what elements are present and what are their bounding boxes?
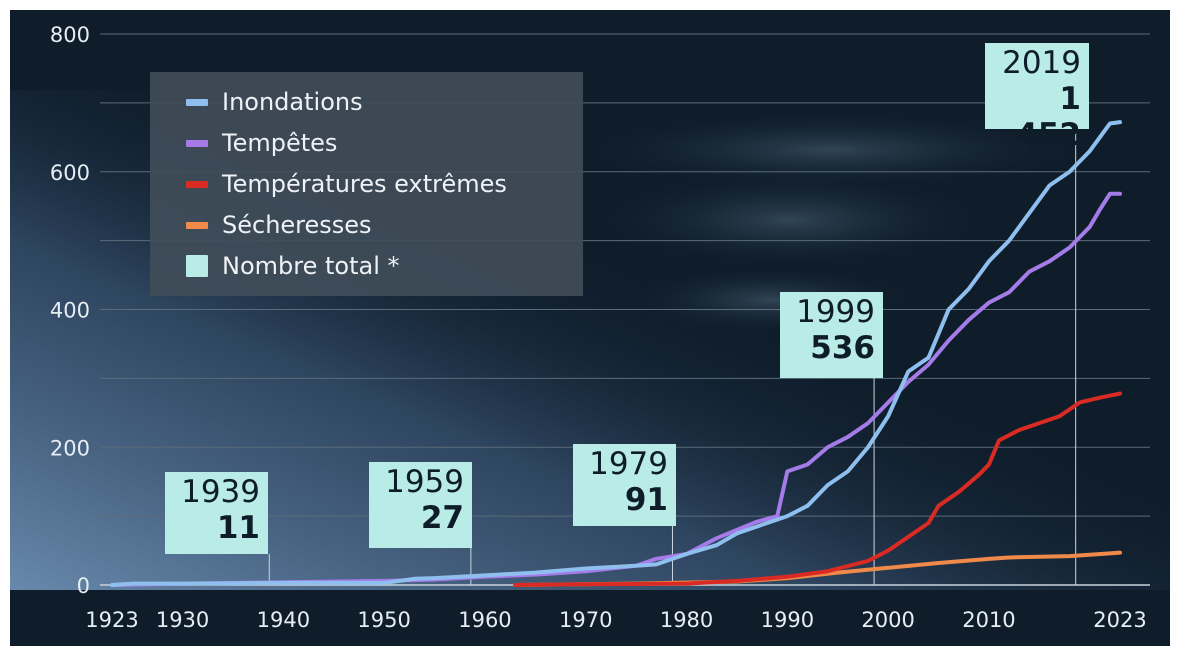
legend-swatch-icon bbox=[186, 98, 208, 106]
annotation-1959: 1959 27 bbox=[369, 462, 472, 548]
legend-swatch-icon bbox=[186, 139, 208, 147]
x-tick-label: 1923 bbox=[85, 608, 138, 632]
legend-item-tempetes: Tempêtes bbox=[186, 123, 337, 163]
chart: 1923 1930 1940 1950 1960 1970 1980 1990 2000 2010… bbox=[10, 10, 1170, 646]
x-tick-label: 1950 bbox=[357, 608, 410, 632]
y-tick-label: 600 bbox=[50, 161, 90, 185]
x-tick-label: 1970 bbox=[559, 608, 612, 632]
annotation-year: 2019 bbox=[1002, 45, 1081, 81]
annotation-total: 536 bbox=[810, 330, 875, 366]
series bbox=[110, 120, 1122, 587]
y-axis: 0 200 400 600 800 bbox=[50, 23, 90, 598]
x-tick-label: 2000 bbox=[861, 608, 914, 632]
legend-label: Tempêtes bbox=[222, 129, 338, 157]
annotation-total: 91 bbox=[624, 482, 668, 518]
x-axis: 1923 1930 1940 1950 1960 1970 1980 1990 2000 2010… bbox=[85, 608, 1146, 632]
annotation-year: 1959 bbox=[385, 464, 464, 500]
annotation-1939: 1939 11 bbox=[165, 472, 268, 554]
legend-label: Inondations bbox=[222, 88, 363, 116]
x-tick-label: 1980 bbox=[660, 608, 713, 632]
legend-item-total: Nombre total * bbox=[186, 246, 400, 286]
annotation-year: 1939 bbox=[181, 474, 260, 510]
x-tick-label: 2023 bbox=[1093, 608, 1146, 632]
legend-item-secheresses: Sécheresses bbox=[186, 205, 372, 245]
legend-swatch-icon bbox=[186, 180, 208, 188]
annotation-total: 1 452 bbox=[1016, 81, 1081, 153]
x-tick-label: 1960 bbox=[458, 608, 511, 632]
x-tick-label: 1940 bbox=[257, 608, 310, 632]
legend-label: Sécheresses bbox=[222, 211, 372, 239]
legend-label: Nombre total * bbox=[222, 252, 400, 280]
y-tick-label: 400 bbox=[50, 299, 90, 323]
y-tick-label: 0 bbox=[77, 574, 90, 598]
legend-swatch-icon bbox=[186, 221, 208, 229]
annotation-total: 11 bbox=[216, 510, 260, 546]
y-tick-label: 800 bbox=[50, 23, 90, 47]
y-tick-label: 200 bbox=[50, 436, 90, 460]
legend: Inondations Tempêtes Températures extrêm… bbox=[150, 72, 583, 296]
annotation-1999: 1999 536 bbox=[780, 292, 883, 378]
annotation-total: 27 bbox=[420, 500, 464, 536]
annotation-2019: 2019 1 452 bbox=[985, 43, 1089, 153]
x-tick-label: 2010 bbox=[962, 608, 1015, 632]
x-tick-label: 1990 bbox=[761, 608, 814, 632]
series-line-2 bbox=[513, 391, 1122, 587]
legend-item-inondations: Inondations bbox=[186, 82, 363, 122]
annotation-1979: 1979 91 bbox=[573, 444, 676, 526]
x-tick-label: 1930 bbox=[156, 608, 209, 632]
series-line-0 bbox=[110, 120, 1122, 587]
legend-label: Températures extrêmes bbox=[222, 170, 507, 198]
legend-item-temperatures: Températures extrêmes bbox=[186, 164, 507, 204]
annotation-year: 1979 bbox=[589, 446, 668, 482]
legend-swatch-icon bbox=[186, 255, 208, 277]
annotation-year: 1999 bbox=[796, 294, 875, 330]
